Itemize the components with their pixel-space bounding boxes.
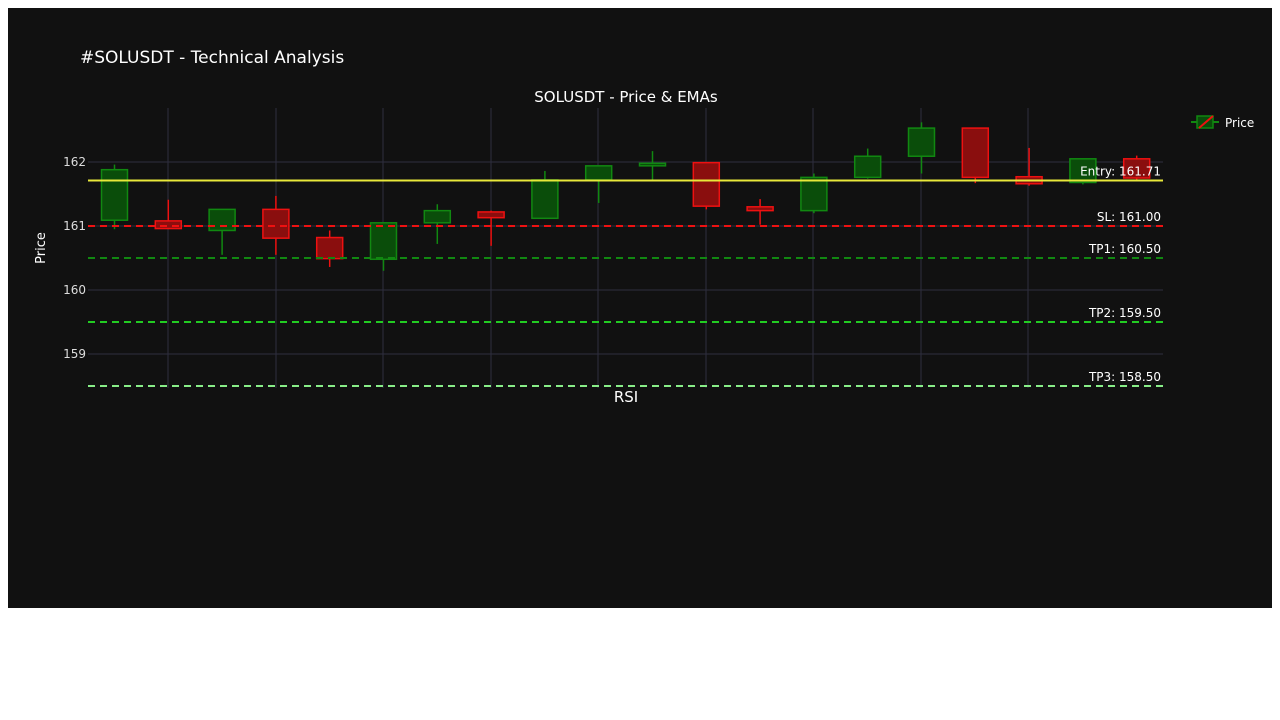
candle-body[interactable] xyxy=(531,179,559,220)
y-tick-label: 160 xyxy=(63,283,86,297)
candle-body[interactable] xyxy=(315,236,344,260)
candle-body[interactable] xyxy=(262,208,290,239)
y-axis-label: Price xyxy=(34,232,49,264)
legend-entry-label: Price xyxy=(1225,116,1254,130)
chart-title: SOLUSDT - Price & EMAs xyxy=(534,88,718,106)
candle-body[interactable] xyxy=(423,209,452,224)
level-label-entry: Entry: 161.71 xyxy=(1080,165,1161,179)
chart-panel: #SOLUSDT - Technical Analysis xyxy=(8,8,1272,608)
candle-body[interactable] xyxy=(1069,158,1097,184)
page-title: #SOLUSDT - Technical Analysis xyxy=(80,48,345,68)
legend-down-icon xyxy=(1198,115,1214,129)
candle-body[interactable] xyxy=(638,162,667,167)
level-label-tp1: TP1: 160.50 xyxy=(1088,242,1161,256)
level-label-tp3: TP3: 158.50 xyxy=(1088,370,1161,384)
candle-body[interactable] xyxy=(584,165,613,181)
candle-body[interactable] xyxy=(961,127,990,179)
candle-body[interactable] xyxy=(369,222,398,261)
candle-body[interactable] xyxy=(208,208,236,232)
y-tick-label: 159 xyxy=(63,347,86,361)
subplot-title: RSI xyxy=(614,388,638,406)
level-label-sl: SL: 161.00 xyxy=(1097,210,1161,224)
level-label-tp2: TP2: 159.50 xyxy=(1088,306,1161,320)
candle-body[interactable] xyxy=(907,127,936,157)
candle-body[interactable] xyxy=(800,176,828,212)
candle-body[interactable] xyxy=(100,168,129,221)
candle-body[interactable] xyxy=(853,155,882,179)
candle-body[interactable] xyxy=(746,206,774,212)
candle-body[interactable] xyxy=(477,211,505,219)
y-tick-label: 162 xyxy=(63,155,86,169)
y-tick-label: 161 xyxy=(63,219,86,233)
candle-body[interactable] xyxy=(1122,158,1151,179)
candle-body[interactable] xyxy=(692,161,721,207)
candle-body[interactable] xyxy=(154,220,183,230)
